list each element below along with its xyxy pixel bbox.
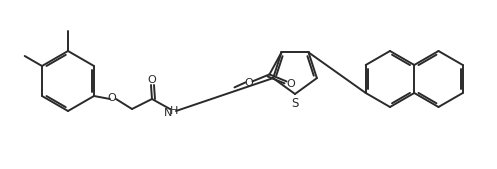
Text: O: O — [286, 79, 295, 89]
Text: H: H — [170, 106, 178, 116]
Text: N: N — [164, 108, 172, 118]
Text: O: O — [244, 78, 253, 88]
Text: O: O — [148, 75, 157, 85]
Text: O: O — [108, 93, 116, 103]
Text: S: S — [291, 97, 299, 110]
